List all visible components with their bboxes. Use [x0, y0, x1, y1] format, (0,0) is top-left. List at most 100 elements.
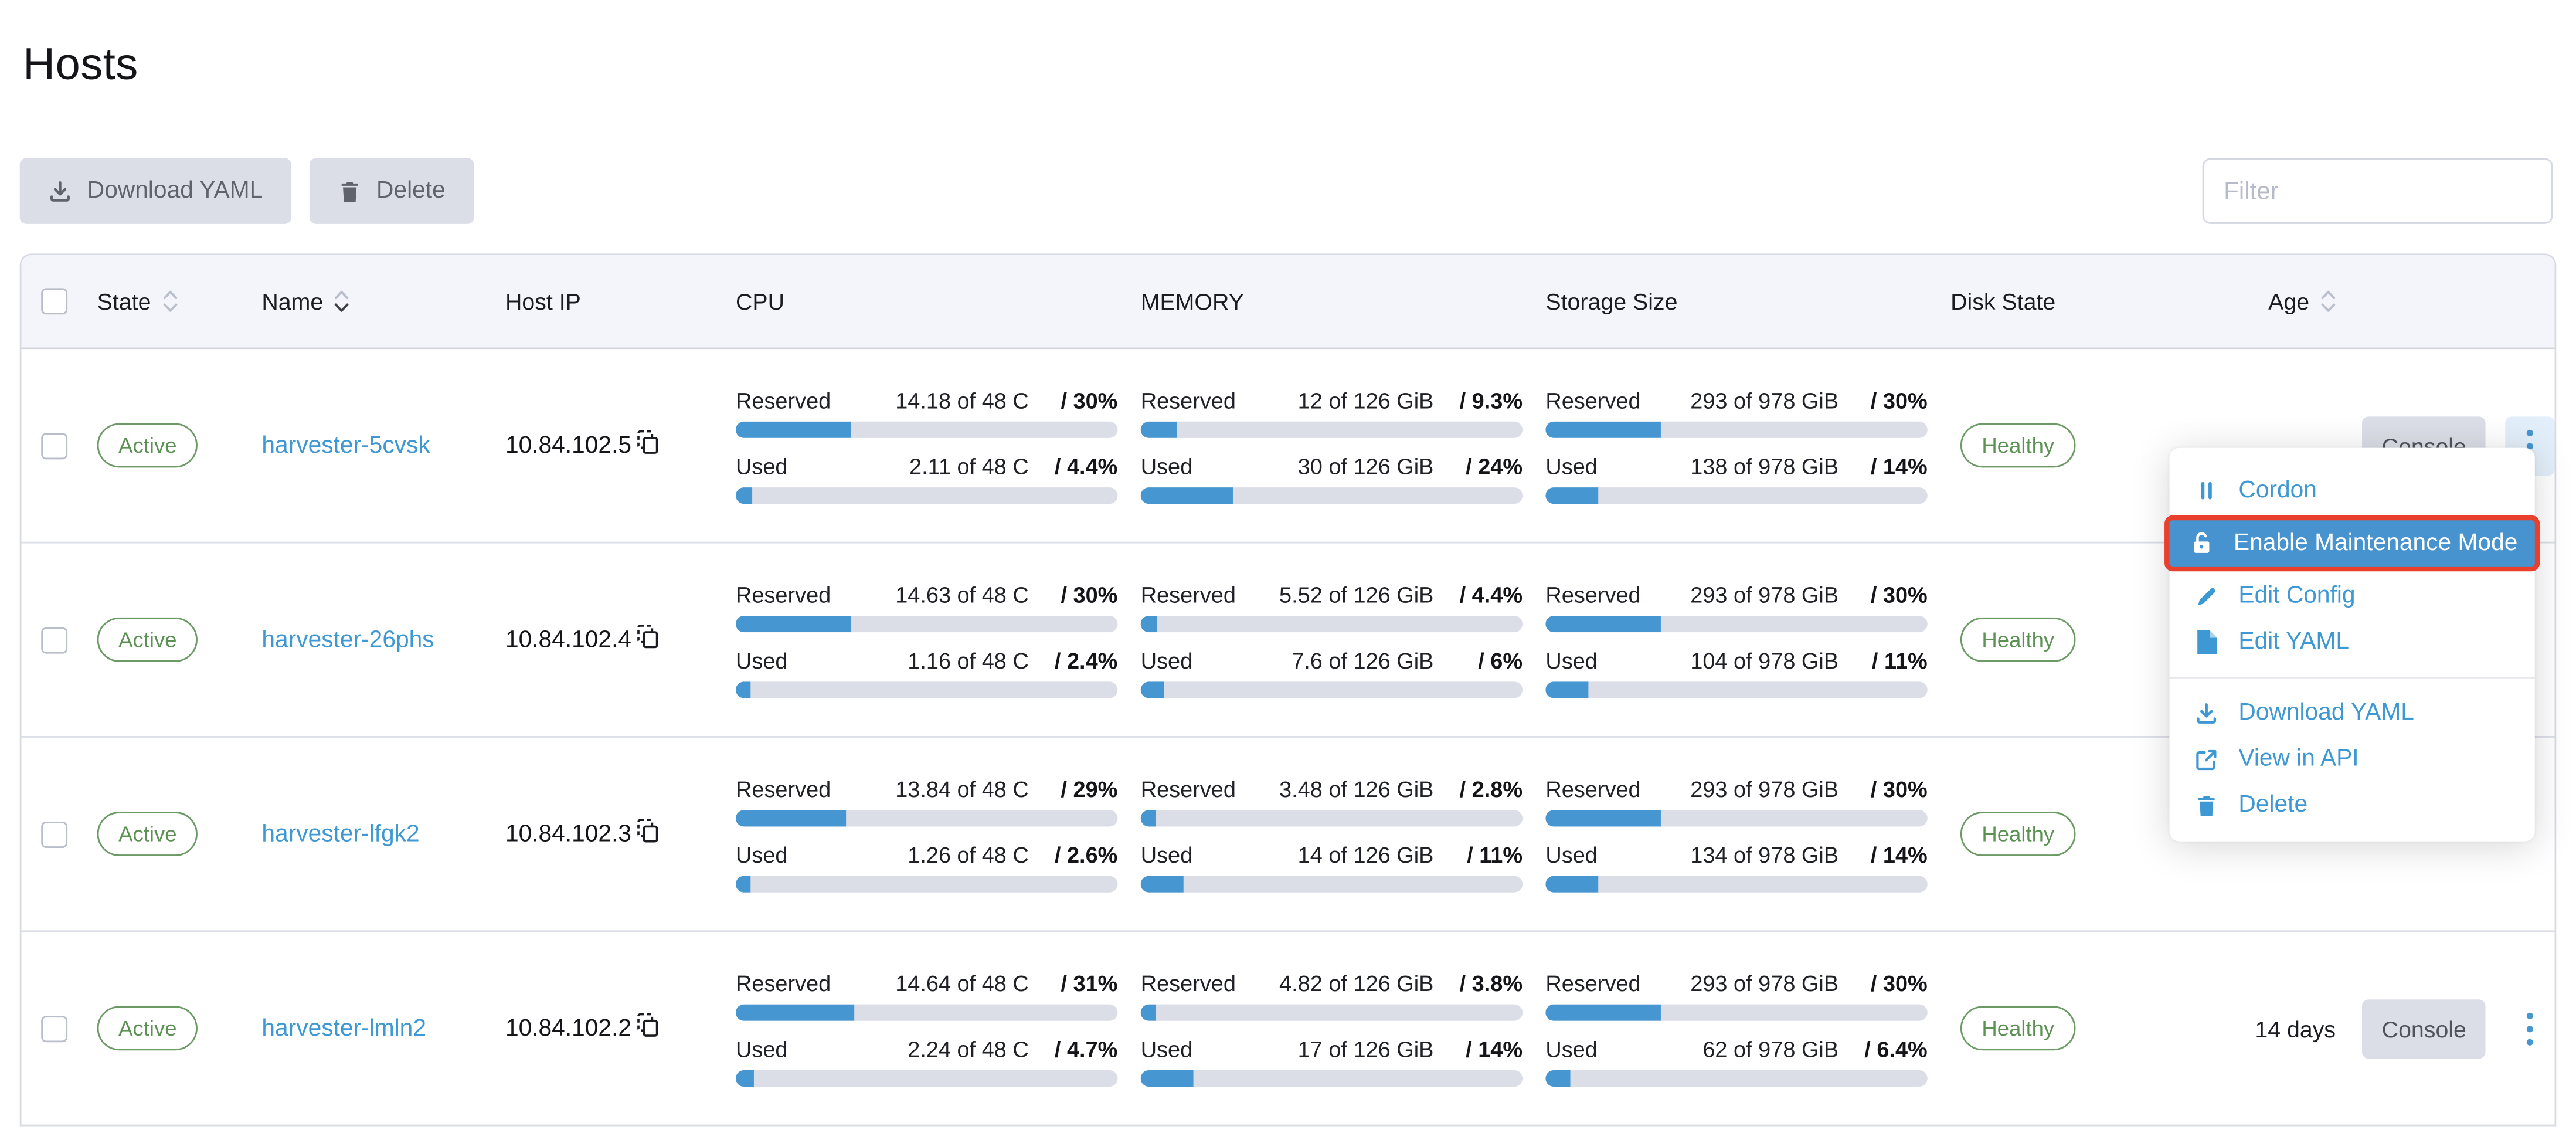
meter-percent: / 31%	[1061, 971, 1118, 996]
state-badge: Active	[97, 423, 199, 468]
meter-label: Reserved	[736, 776, 831, 801]
meter-line-reserved: Reserved 13.84 of 48 C / 29%	[736, 776, 1117, 801]
copy-icon[interactable]	[636, 818, 658, 843]
meter-value: 5.52 of 126 GiB	[1279, 582, 1434, 607]
select-all-checkbox[interactable]	[41, 288, 68, 315]
host-name-link[interactable]: harvester-26phs	[261, 626, 434, 653]
copy-icon[interactable]	[636, 624, 658, 649]
row-hostip-cell: 10.84.102.2	[505, 1013, 736, 1042]
console-button[interactable]: Console	[2361, 998, 2486, 1058]
table-row: Active harvester-lfgk2 10.84.102.3 Reserved…	[21, 736, 2555, 930]
meter-bar-fill	[736, 615, 851, 632]
meter-bar	[1545, 809, 1928, 826]
menu-item-enable-maintenance-mode[interactable]: Enable Maintenance Mode	[2164, 515, 2540, 572]
meter-bar	[736, 615, 1118, 632]
meter-cpu: Reserved 14.63 of 48 C / 30% Used 1.16 of 48…	[736, 582, 1141, 698]
meter-storage: Reserved 293 of 978 GiB / 30% Used 62 of 978…	[1545, 971, 1950, 1086]
copy-icon[interactable]	[636, 430, 658, 454]
meter-value: 3.48 of 126 GiB	[1279, 776, 1434, 801]
meter-label: Reserved	[736, 971, 831, 996]
host-name-link[interactable]: harvester-lfgk2	[261, 820, 420, 847]
meter-label: Reserved	[1140, 971, 1236, 996]
meter-percent: / 30%	[1061, 388, 1118, 413]
menu-item-download-yaml[interactable]: Download YAML	[2169, 690, 2534, 736]
meter-cpu: Reserved 14.18 of 48 C / 30% Used 2.11 of 48…	[736, 388, 1141, 503]
row-actions-cell: Console	[2358, 998, 2554, 1058]
meter-bar-fill	[736, 420, 851, 437]
column-header-disk_state: Disk State	[1950, 288, 2181, 314]
copy-icon[interactable]	[636, 1013, 658, 1037]
column-header-host_ip: Host IP	[505, 288, 736, 314]
column-header-name[interactable]: Name	[255, 288, 505, 314]
row-checkbox[interactable]	[41, 820, 68, 847]
meter-value: 293 of 978 GiB	[1690, 582, 1839, 607]
row-menu-button[interactable]	[2506, 999, 2554, 1058]
meter-bar-fill	[736, 1003, 854, 1020]
meter-bar-fill	[1140, 809, 1156, 826]
meter-percent: / 3.8%	[1459, 971, 1523, 996]
meter-label: Reserved	[736, 388, 831, 413]
table-body: Active harvester-5cvsk 10.84.102.5 Reserved…	[21, 349, 2555, 1124]
meter-line-used: Used 104 of 978 GiB / 11%	[1545, 648, 1927, 673]
meter-label: Used	[736, 1036, 788, 1061]
column-header-state[interactable]: State	[81, 288, 256, 314]
meter-percent: / 30%	[1870, 388, 1928, 413]
meter-bar-fill	[1140, 875, 1183, 892]
delete-button[interactable]: Delete	[308, 158, 474, 224]
sort-arrows-icon	[162, 290, 177, 313]
file-icon	[2193, 629, 2221, 656]
row-hostip-cell: 10.84.102.4	[505, 624, 736, 653]
delete-label: Delete	[376, 178, 446, 205]
meter-percent: / 11%	[1871, 647, 1928, 673]
meter-storage: Reserved 293 of 978 GiB / 30% Used 138 of 97…	[1545, 388, 1950, 503]
meter-label: Used	[736, 842, 788, 867]
meter-percent: / 30%	[1870, 582, 1928, 607]
meter-label: Used	[1140, 647, 1193, 673]
row-state-cell: Active	[81, 423, 256, 468]
column-header-age[interactable]: Age	[2181, 288, 2358, 314]
row-checkbox[interactable]	[41, 1015, 68, 1042]
menu-item-edit-yaml[interactable]: Edit YAML	[2169, 619, 2534, 666]
download-yaml-button[interactable]: Download YAML	[19, 158, 291, 224]
row-select-cell	[21, 820, 80, 847]
menu-item-label: Delete	[2238, 792, 2308, 819]
meter-value: 17 of 126 GiB	[1297, 1036, 1434, 1061]
row-name-cell: harvester-5cvsk	[255, 430, 505, 460]
meter-memory: Reserved 4.82 of 126 GiB / 3.8% Used 17 of 1…	[1140, 971, 1546, 1086]
meter-label: Used	[736, 647, 788, 673]
meter-label: Used	[1545, 842, 1598, 867]
meter-value: 2.24 of 48 C	[908, 1036, 1029, 1061]
host-ip-value: 10.84.102.4	[505, 626, 632, 653]
meter-line-used: Used 62 of 978 GiB / 6.4%	[1545, 1036, 1927, 1061]
column-header-cpu: CPU	[736, 288, 1141, 314]
filter-input[interactable]	[2202, 158, 2553, 224]
meter-line-reserved: Reserved 293 of 978 GiB / 30%	[1545, 776, 1927, 801]
meter-bar-fill	[1545, 615, 1660, 632]
meter-value: 293 of 978 GiB	[1690, 971, 1839, 996]
menu-item-delete[interactable]: Delete	[2169, 782, 2534, 829]
meter-line-used: Used 2.11 of 48 C / 4.4%	[736, 454, 1117, 479]
menu-item-cordon[interactable]: Cordon	[2169, 467, 2534, 514]
meter-line-used: Used 30 of 126 GiB / 24%	[1141, 454, 1523, 479]
menu-item-edit-config[interactable]: Edit Config	[2169, 573, 2534, 619]
host-name-link[interactable]: harvester-lmln2	[261, 1015, 426, 1042]
meter-label: Used	[1545, 647, 1598, 673]
row-checkbox[interactable]	[41, 626, 68, 653]
meter-bar-fill	[736, 680, 751, 698]
host-name-link[interactable]: harvester-5cvsk	[261, 432, 430, 459]
host-ip-value: 10.84.102.2	[505, 1015, 632, 1042]
meter-bar	[1545, 1069, 1928, 1086]
menu-item-view-in-api[interactable]: View in API	[2169, 736, 2534, 782]
host-ip-value: 10.84.102.5	[505, 432, 632, 459]
meter-bar-fill	[1545, 1069, 1571, 1086]
meter-bar-fill	[1140, 680, 1164, 698]
download-icon	[2193, 701, 2221, 725]
column-header-label: State	[97, 288, 151, 315]
meter-percent: / 30%	[1061, 582, 1118, 607]
meter-bar	[1545, 420, 1928, 437]
column-header-label: CPU	[736, 288, 785, 315]
meter-line-reserved: Reserved 12 of 126 GiB / 9.3%	[1141, 388, 1523, 412]
meter-bar-fill	[1545, 486, 1599, 503]
row-checkbox[interactable]	[41, 432, 68, 459]
meter-bar	[1140, 875, 1523, 892]
